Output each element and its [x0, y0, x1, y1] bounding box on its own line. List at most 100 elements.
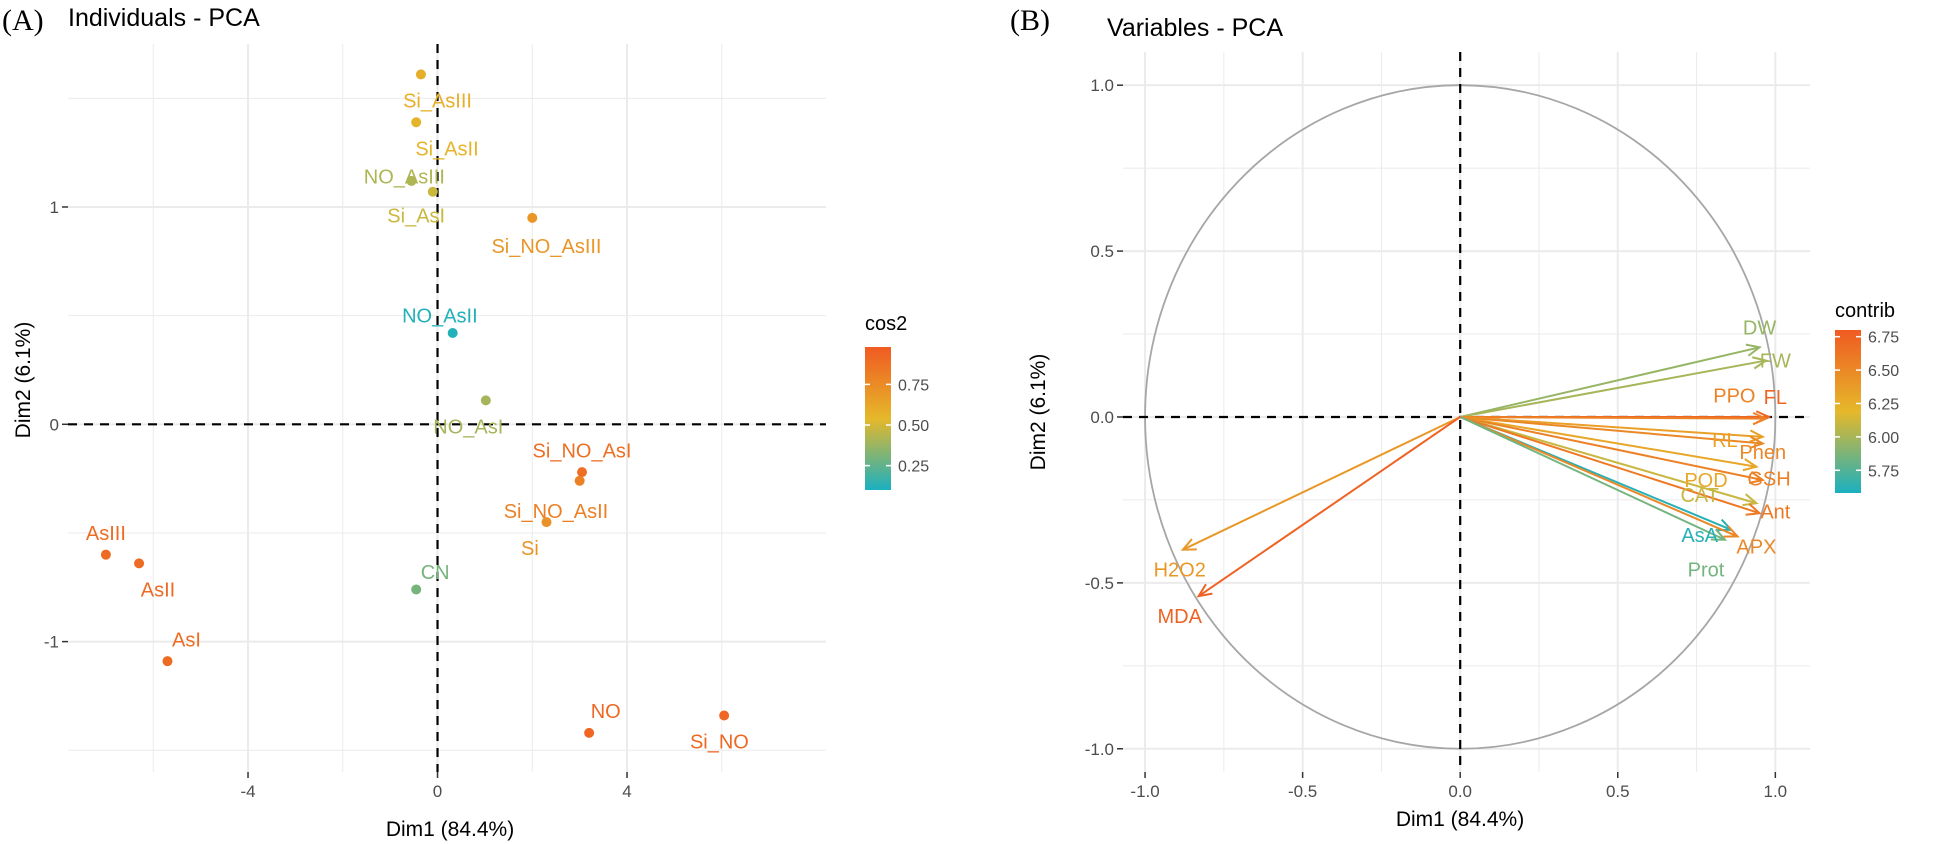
- vector-line-dw: [1459, 346, 1760, 418]
- vector-label-pod: POD: [1684, 470, 1727, 492]
- legend-tick-label: 5.75: [1868, 463, 1899, 480]
- point-label-no-asii: NO_AsII: [402, 306, 478, 328]
- vector-label-fw: FW: [1760, 351, 1791, 373]
- point-label-si-asiii: Si_AsIII: [403, 91, 472, 113]
- legend-tick-label: 0.25: [898, 459, 929, 476]
- point-asiii: [100, 549, 111, 560]
- vector-label-asa: AsA: [1681, 525, 1718, 547]
- legend-tick-label: 6.50: [1868, 363, 1899, 380]
- point-asii: [134, 558, 145, 569]
- y-tick-label: 0.0: [1090, 408, 1114, 427]
- vector-line-h2o2: [1182, 416, 1461, 551]
- point-si-no-asii: [574, 475, 585, 486]
- vector-line-apx: [1459, 416, 1738, 538]
- point-no-asiii: [406, 175, 417, 186]
- panel-a-x-ticks: -4 0 4: [240, 772, 632, 801]
- point-label-asiii: AsIII: [86, 523, 126, 545]
- point-si-no: [719, 710, 730, 721]
- vector-arrowhead-phen: [1749, 435, 1766, 450]
- panel-b-vectors: [1180, 343, 1772, 598]
- vector-ppo: [1460, 411, 1769, 426]
- vector-line-ant: [1459, 416, 1760, 515]
- panel-b-title: Variables - PCA: [1107, 14, 1283, 42]
- panel-a-y-axis-label: Dim2 (6.1%): [12, 322, 35, 439]
- point-si-asiii: [415, 69, 426, 80]
- x-tick-label: 4: [622, 782, 631, 801]
- point-label-cn: CN: [421, 562, 450, 584]
- point-label-si-asi: Si_AsI: [387, 206, 445, 228]
- point-si-asii: [411, 117, 422, 128]
- legend-b-title: contrib: [1835, 300, 1895, 322]
- vector-line-rl: [1460, 415, 1763, 438]
- point-label-si-asii: Si_AsII: [415, 138, 478, 160]
- vector-label-phen: Phen: [1739, 442, 1786, 464]
- vector-dw: [1459, 343, 1762, 418]
- vector-arrowhead-rl: [1749, 429, 1766, 443]
- y-tick-label: -1: [44, 633, 59, 652]
- vector-gsh: [1459, 415, 1766, 484]
- vector-line-pod: [1460, 415, 1757, 468]
- vector-pod: [1460, 415, 1759, 472]
- y-tick-label: 0: [50, 415, 59, 434]
- x-tick-label: 1.0: [1764, 782, 1788, 801]
- y-tick-label: 1: [50, 198, 59, 217]
- point-label-si-no-asiii: Si_NO_AsIII: [491, 236, 601, 258]
- vector-arrowhead-mda: [1196, 583, 1213, 598]
- legend-tick-label: 6.00: [1868, 430, 1899, 447]
- vector-label-ant: Ant: [1760, 502, 1790, 524]
- point-label-si: Si: [521, 538, 539, 560]
- point-no-asi: [480, 395, 491, 406]
- vector-label-dw: DW: [1743, 317, 1776, 339]
- y-tick-label: 1.0: [1090, 76, 1114, 95]
- x-tick-label: -0.5: [1288, 782, 1317, 801]
- legend-tick-label: 6.25: [1868, 396, 1899, 413]
- vector-arrowhead-pod: [1742, 458, 1759, 472]
- vector-arrowhead-fw: [1752, 356, 1769, 370]
- legend-a-colorbar: [865, 347, 891, 490]
- point-cn: [411, 584, 422, 595]
- x-tick-label: 0.5: [1606, 782, 1630, 801]
- point-no-asii: [447, 328, 458, 339]
- vector-fw: [1460, 356, 1769, 418]
- vector-cat: [1459, 416, 1759, 507]
- panel-b-x-axis-label: Dim1 (84.4%): [1396, 808, 1524, 831]
- point-label-no-asiii: NO_AsIII: [364, 167, 445, 189]
- vector-line-fw: [1460, 359, 1767, 418]
- x-tick-label: -4: [240, 782, 255, 801]
- panel-a-y-ticks: -1 0 1: [44, 198, 68, 652]
- vector-arrowhead-apx: [1723, 525, 1740, 538]
- legend-tick-label: 6.75: [1868, 330, 1899, 347]
- point-si-no-asiii: [527, 212, 538, 223]
- panel-b-legend: contrib 5.75 6.00 6.25 6.50 6.75: [1835, 300, 1899, 493]
- panel-a-title: Individuals - PCA: [68, 4, 260, 32]
- vector-arrowhead-ppo: [1752, 411, 1769, 426]
- vector-line-phen: [1460, 415, 1763, 445]
- vector-label-apx: APX: [1736, 536, 1776, 558]
- vector-arrowhead-h2o2: [1180, 538, 1197, 551]
- panel-a-point-labels: Si_AsIII Si_AsII NO_AsIII Si_AsI Si_NO_AsIII…: [86, 91, 749, 754]
- vector-mda: [1196, 416, 1461, 598]
- panel-a-x-axis-label: Dim1 (84.4%): [386, 818, 514, 841]
- vector-label-mda: MDA: [1157, 606, 1202, 628]
- point-si-asi: [427, 186, 438, 197]
- vector-h2o2: [1180, 416, 1461, 551]
- panel-b-y-axis-label: Dim2 (6.1%): [1027, 354, 1050, 471]
- point-asi: [162, 656, 173, 667]
- x-tick-label: 0: [433, 782, 442, 801]
- legend-tick-label: 0.75: [898, 377, 929, 394]
- vector-arrowhead-gsh: [1748, 471, 1766, 484]
- point-label-asii: AsII: [141, 579, 175, 601]
- vector-label-cat: CAT: [1680, 485, 1719, 507]
- panel-b-y-ticks: -1.0 -0.5 0.0 0.5 1.0: [1085, 76, 1123, 759]
- vector-label-rl: RL: [1712, 430, 1738, 452]
- legend-b-ticks: 5.75 6.00 6.25 6.50 6.75: [1835, 330, 1899, 480]
- vector-rl: [1460, 415, 1766, 443]
- vector-arrowhead-prot: [1710, 528, 1728, 541]
- vector-label-ppo: PPO: [1713, 385, 1755, 407]
- panel-b-grid: [1123, 52, 1810, 772]
- point-si-no-asi: [577, 467, 588, 478]
- x-tick-label: 0.0: [1448, 782, 1472, 801]
- y-tick-label: -0.5: [1085, 574, 1114, 593]
- vector-arrowhead-cat: [1742, 493, 1759, 507]
- legend-tick-label: 0.50: [898, 418, 929, 435]
